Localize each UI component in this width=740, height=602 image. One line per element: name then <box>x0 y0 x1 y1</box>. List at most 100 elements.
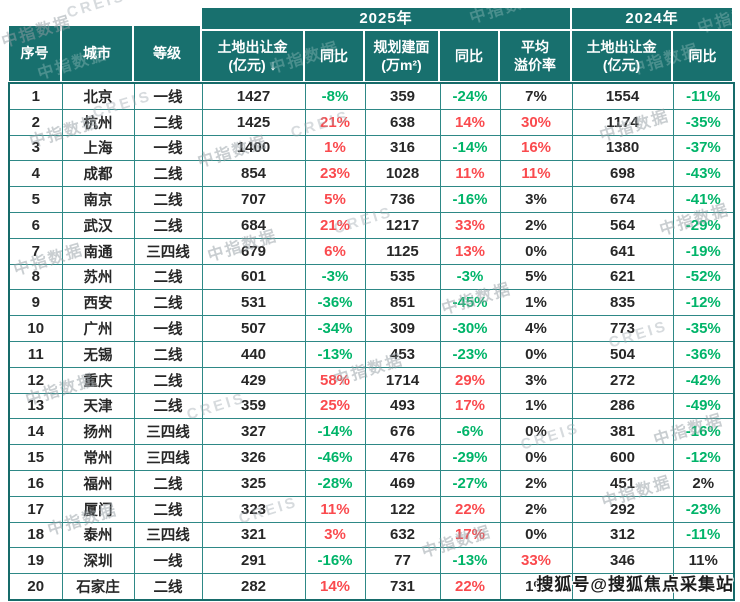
cell-tier: 二线 <box>133 186 203 213</box>
table-row: 14 扬州 三四线 327 -14% 676 -6% 0% 381 -16% <box>8 418 735 446</box>
cell-city: 扬州 <box>61 418 135 446</box>
cell-yoy-2025: 11% <box>304 495 366 523</box>
cell-no: 16 <box>8 469 63 497</box>
header-premium-line1: 平均 <box>521 38 549 55</box>
cell-area-yoy: 22% <box>439 495 501 523</box>
cell-premium-rate: 0% <box>499 444 573 471</box>
city-land-sales-table: 1 北京 一线 1427 -8% 359 -24% 7% 1554 -11% 2 杭州 二线 1425 21… <box>8 82 735 601</box>
header-no: 序号 <box>8 25 61 82</box>
header-premium-line2: 溢价率 <box>514 57 556 73</box>
header-area-yoy-label: 同比 <box>455 47 483 64</box>
cell-city: 杭州 <box>61 108 135 136</box>
cell-no: 20 <box>8 573 63 601</box>
cell-yoy-2024: 2% <box>672 469 735 497</box>
group-2024-label: 2024年 <box>625 9 679 27</box>
cell-fee-2024: 504 <box>571 340 674 368</box>
cell-city: 西安 <box>61 289 135 317</box>
cell-area-yoy: 14% <box>439 108 501 136</box>
sohu-watermark: 搜狐号@搜狐焦点采集站 <box>536 575 734 594</box>
cell-planned-area: 122 <box>364 495 441 523</box>
cell-fee-2025: 1400 <box>201 134 306 162</box>
table-row: 18 泰州 三四线 321 3% 632 17% 0% 312 -11% <box>8 521 735 549</box>
cell-yoy-2025: -34% <box>304 315 366 342</box>
table-row: 2 杭州 二线 1425 21% 638 14% 30% 1174 -35% <box>8 108 735 136</box>
cell-yoy-2024: -36% <box>672 340 735 368</box>
cell-tier: 二线 <box>133 340 203 368</box>
cell-yoy-2025: 21% <box>304 211 366 239</box>
cell-no: 19 <box>8 547 63 575</box>
cell-no: 13 <box>8 392 63 420</box>
cell-no: 3 <box>8 134 63 162</box>
cell-no: 15 <box>8 444 63 471</box>
cell-yoy-2024: -42% <box>672 366 735 394</box>
header-group-2024: 2024年 <box>571 7 733 30</box>
cell-premium-rate: 2% <box>499 469 573 497</box>
cell-fee-2025: 323 <box>201 495 306 523</box>
cell-no: 9 <box>8 289 63 317</box>
cell-fee-2025: 291 <box>201 547 306 575</box>
cell-planned-area: 851 <box>364 289 441 317</box>
cell-premium-rate: 0% <box>499 340 573 368</box>
cell-yoy-2025: -14% <box>304 418 366 446</box>
cell-fee-2025: 507 <box>201 315 306 342</box>
cell-yoy-2025: -13% <box>304 340 366 368</box>
cell-tier: 一线 <box>133 134 203 162</box>
cell-premium-rate: 2% <box>499 495 573 523</box>
cell-premium-rate: 2% <box>499 211 573 239</box>
cell-yoy-2024: 11% <box>672 547 735 575</box>
table-row: 8 苏州 二线 601 -3% 535 -3% 5% 621 -52% <box>8 263 735 291</box>
cell-planned-area: 638 <box>364 108 441 136</box>
cell-fee-2025: 325 <box>201 469 306 497</box>
cell-premium-rate: 16% <box>499 134 573 162</box>
cell-fee-2024: 381 <box>571 418 674 446</box>
cell-fee-2025: 326 <box>201 444 306 471</box>
cell-fee-2024: 641 <box>571 237 674 265</box>
cell-no: 8 <box>8 263 63 291</box>
table-row: 4 成都 二线 854 23% 1028 11% 11% 698 -43% <box>8 160 735 188</box>
header-city-label: 城市 <box>83 45 111 62</box>
cell-premium-rate: 33% <box>499 547 573 575</box>
cell-fee-2024: 564 <box>571 211 674 239</box>
cell-area-yoy: -30% <box>439 315 501 342</box>
cell-tier: 二线 <box>133 469 203 497</box>
cell-tier: 二线 <box>133 211 203 239</box>
cell-planned-area: 316 <box>364 134 441 162</box>
cell-fee-2024: 1554 <box>571 82 674 110</box>
cell-planned-area: 535 <box>364 263 441 291</box>
table-row: 15 常州 三四线 326 -46% 476 -29% 0% 600 -12% <box>8 444 735 471</box>
cell-tier: 三四线 <box>133 521 203 549</box>
cell-no: 10 <box>8 315 63 342</box>
cell-yoy-2025: -36% <box>304 289 366 317</box>
table-body-wrap: 1 北京 一线 1427 -8% 359 -24% 7% 1554 -11% 2 杭州 二线 1425 21… <box>8 82 735 601</box>
table-rows: 1 北京 一线 1427 -8% 359 -24% 7% 1554 -11% 2 杭州 二线 1425 21… <box>8 82 735 601</box>
cell-planned-area: 1714 <box>364 366 441 394</box>
cell-planned-area: 77 <box>364 547 441 575</box>
cell-yoy-2025: 1% <box>304 134 366 162</box>
cell-city: 南京 <box>61 186 135 213</box>
cell-fee-2025: 707 <box>201 186 306 213</box>
cell-fee-2024: 773 <box>571 315 674 342</box>
cell-tier: 二线 <box>133 160 203 188</box>
cell-yoy-2024: -16% <box>672 418 735 446</box>
cell-area-yoy: 29% <box>439 366 501 394</box>
cell-fee-2024: 346 <box>571 547 674 575</box>
cell-fee-2024 <box>571 573 674 601</box>
cell-planned-area: 453 <box>364 340 441 368</box>
cell-premium-rate: 0% <box>499 237 573 265</box>
cell-planned-area: 476 <box>364 444 441 471</box>
header-yoy-2025-label: 同比 <box>320 47 348 64</box>
cell-yoy-2024: -11% <box>672 82 735 110</box>
cell-area-yoy: -6% <box>439 418 501 446</box>
cell-yoy-2025: 3% <box>304 521 366 549</box>
cell-city: 福州 <box>61 469 135 497</box>
cell-planned-area: 731 <box>364 573 441 601</box>
table-row: 5 南京 二线 707 5% 736 -16% 3% 674 -41% <box>8 186 735 213</box>
cell-fee-2024: 621 <box>571 263 674 291</box>
table-row: 17 厦门 二线 323 11% 122 22% 2% 292 -23% <box>8 495 735 523</box>
cell-yoy-2024: -49% <box>672 392 735 420</box>
cell-fee-2024: 1174 <box>571 108 674 136</box>
header-yoy-2024-label: 同比 <box>688 47 717 64</box>
cell-tier: 二线 <box>133 392 203 420</box>
cell-area-yoy: -14% <box>439 134 501 162</box>
cell-fee-2025: 601 <box>201 263 306 291</box>
